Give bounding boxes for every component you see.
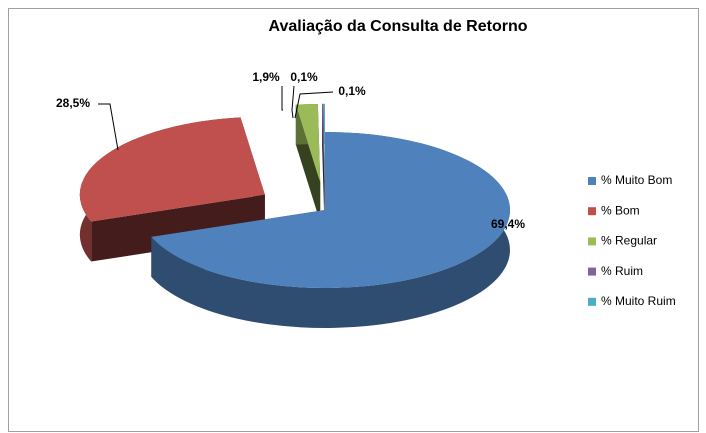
legend-label: % Muito Ruim	[601, 294, 676, 308]
data-label: 1,9%	[252, 70, 280, 84]
data-label: 69,4%	[491, 217, 525, 231]
legend-label: % Ruim	[601, 264, 643, 278]
legend-label: % Muito Bom	[601, 173, 672, 187]
leader-line	[291, 85, 295, 119]
leader-line	[98, 103, 119, 151]
legend-label: % Bom	[601, 203, 640, 217]
legend-label: % Regular	[601, 234, 657, 248]
data-label: 0,1%	[290, 70, 318, 84]
data-label: 0,1%	[338, 84, 366, 98]
slice-side	[91, 194, 265, 262]
legend-swatch	[588, 207, 596, 216]
slice	[151, 132, 511, 288]
slice	[322, 103, 325, 182]
leader-line	[281, 86, 283, 111]
legend-swatch	[588, 177, 596, 185]
legend-swatch	[588, 297, 596, 306]
chart-title: Avaliação da Consulta de Retorno	[268, 18, 527, 35]
slice	[323, 103, 325, 182]
slice	[295, 103, 321, 182]
legend-swatch	[588, 267, 596, 276]
slice	[79, 117, 265, 222]
leader-line	[294, 91, 334, 119]
data-label: 28,5%	[56, 96, 90, 110]
legend-swatch	[588, 237, 596, 246]
